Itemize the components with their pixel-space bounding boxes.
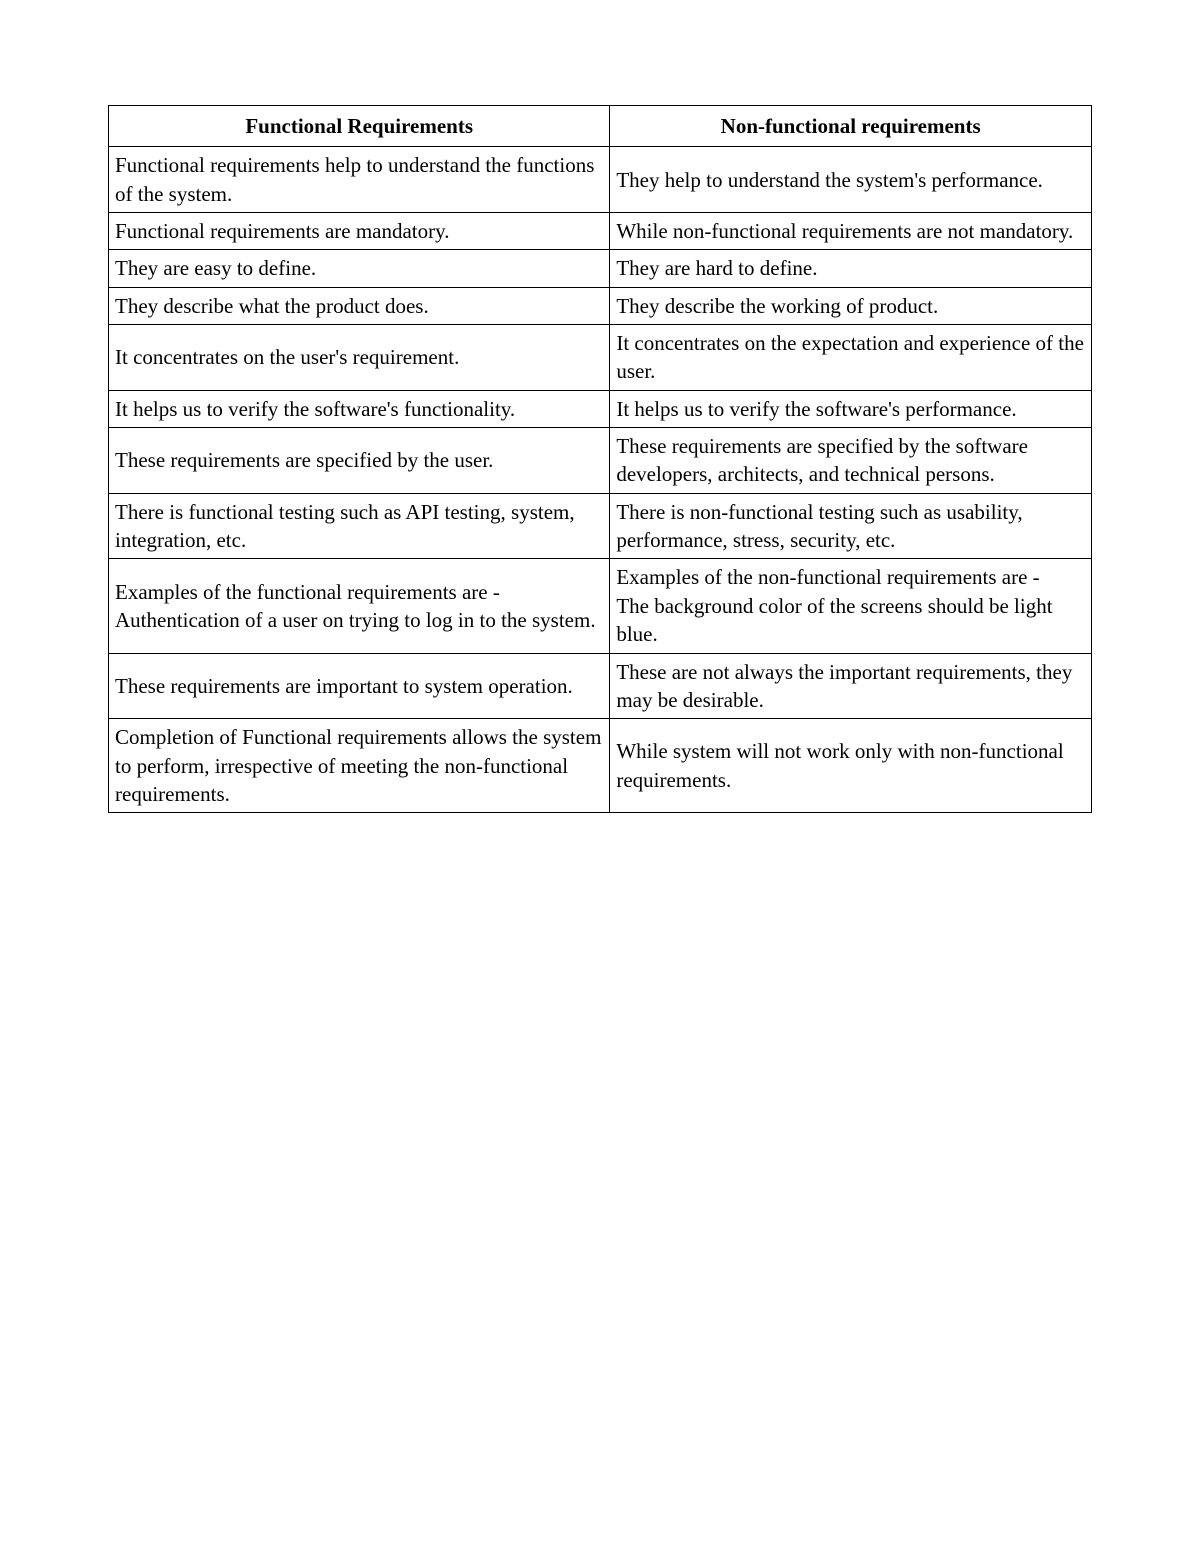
cell-functional: These requirements are specified by the …	[109, 428, 610, 494]
cell-nonfunctional: They are hard to define.	[610, 250, 1092, 287]
cell-nonfunctional: Examples of the non-functional requireme…	[610, 559, 1092, 653]
requirements-comparison-table: Functional Requirements Non-functional r…	[108, 105, 1092, 813]
header-functional: Functional Requirements	[109, 106, 610, 147]
cell-functional: Completion of Functional requirements al…	[109, 719, 610, 813]
table-row: They describe what the product does. The…	[109, 287, 1092, 324]
table-row: They are easy to define. They are hard t…	[109, 250, 1092, 287]
table-row: It helps us to verify the software's fun…	[109, 390, 1092, 427]
table-row: Functional requirements help to understa…	[109, 147, 1092, 213]
cell-functional: There is functional testing such as API …	[109, 493, 610, 559]
cell-nonfunctional: It concentrates on the expectation and e…	[610, 325, 1092, 391]
table-row: Functional requirements are mandatory. W…	[109, 213, 1092, 250]
table-row: There is functional testing such as API …	[109, 493, 1092, 559]
table-row: It concentrates on the user's requiremen…	[109, 325, 1092, 391]
header-nonfunctional: Non-functional requirements	[610, 106, 1092, 147]
table-row: These requirements are specified by the …	[109, 428, 1092, 494]
cell-nonfunctional: These requirements are specified by the …	[610, 428, 1092, 494]
cell-functional: Functional requirements are mandatory.	[109, 213, 610, 250]
cell-nonfunctional: They help to understand the system's per…	[610, 147, 1092, 213]
cell-functional: Functional requirements help to understa…	[109, 147, 610, 213]
table-row: Completion of Functional requirements al…	[109, 719, 1092, 813]
cell-nonfunctional: These are not always the important requi…	[610, 653, 1092, 719]
cell-nonfunctional: While non-functional requirements are no…	[610, 213, 1092, 250]
cell-nonfunctional: They describe the working of product.	[610, 287, 1092, 324]
table-row: Examples of the functional requirements …	[109, 559, 1092, 653]
cell-functional: These requirements are important to syst…	[109, 653, 610, 719]
table-header-row: Functional Requirements Non-functional r…	[109, 106, 1092, 147]
cell-functional: Examples of the functional requirements …	[109, 559, 610, 653]
cell-nonfunctional: It helps us to verify the software's per…	[610, 390, 1092, 427]
cell-functional: It concentrates on the user's requiremen…	[109, 325, 610, 391]
cell-functional: They are easy to define.	[109, 250, 610, 287]
cell-nonfunctional: There is non-functional testing such as …	[610, 493, 1092, 559]
table-row: These requirements are important to syst…	[109, 653, 1092, 719]
cell-functional: It helps us to verify the software's fun…	[109, 390, 610, 427]
cell-nonfunctional: While system will not work only with non…	[610, 719, 1092, 813]
cell-functional: They describe what the product does.	[109, 287, 610, 324]
